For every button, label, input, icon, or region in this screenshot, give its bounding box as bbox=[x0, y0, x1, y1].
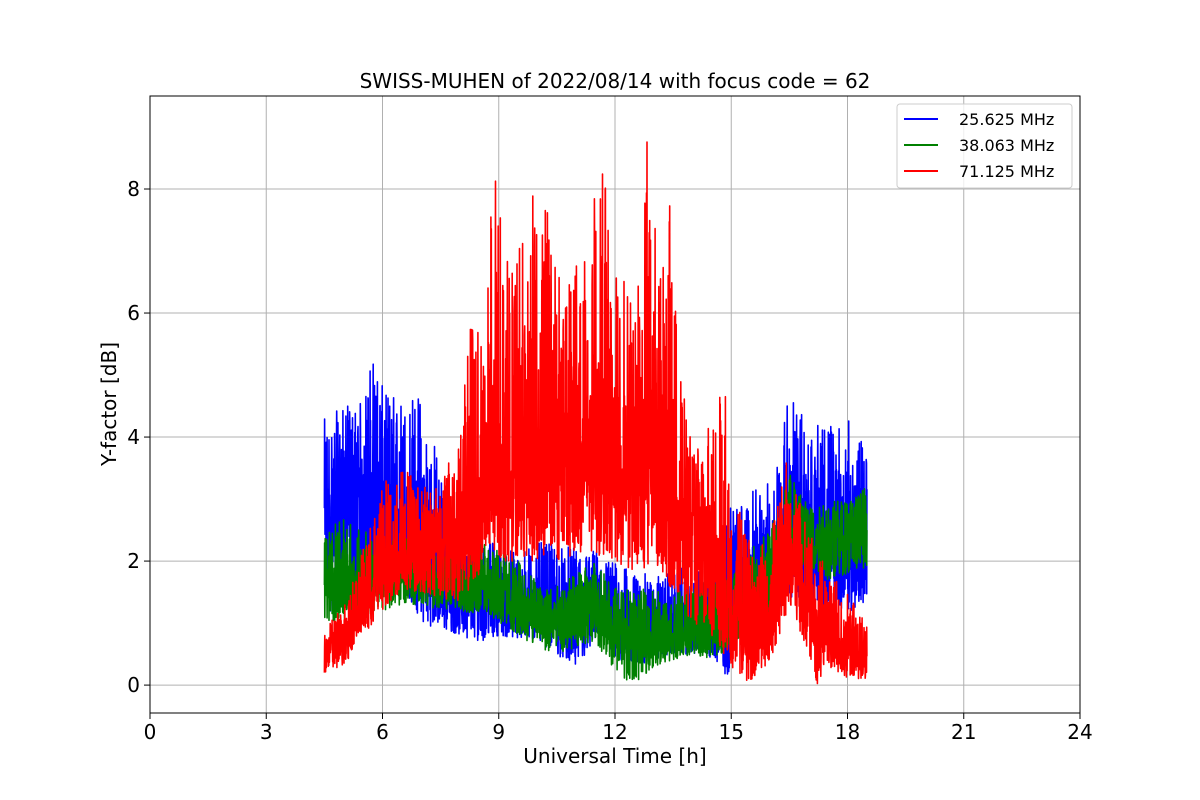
x-tick-label: 24 bbox=[1067, 720, 1092, 744]
y-tick-label: 4 bbox=[127, 425, 140, 449]
legend-items: 25.625 MHz 38.063 MHz 71.125 MHz bbox=[904, 110, 1054, 181]
x-tick-label: 9 bbox=[492, 720, 505, 744]
x-tick-label: 0 bbox=[144, 720, 157, 744]
y-tick-label: 0 bbox=[127, 673, 140, 697]
legend-label: 71.125 MHz bbox=[959, 162, 1054, 181]
legend: 25.625 MHz 38.063 MHz 71.125 MHz bbox=[896, 103, 1073, 189]
x-tick-label: 18 bbox=[835, 720, 860, 744]
legend-label: 38.063 MHz bbox=[959, 136, 1054, 155]
x-tick-label: 15 bbox=[719, 720, 744, 744]
y-tick-label: 6 bbox=[127, 301, 140, 325]
series-line bbox=[323, 141, 868, 685]
legend-box bbox=[896, 103, 1073, 189]
y-tick-label: 2 bbox=[127, 549, 140, 573]
series-layer bbox=[323, 141, 868, 685]
y-tick-label: 8 bbox=[127, 177, 140, 201]
y-axis-label: Y-factor [dB] bbox=[97, 342, 121, 467]
x-tick-label: 3 bbox=[260, 720, 273, 744]
x-tick-label: 12 bbox=[602, 720, 627, 744]
legend-label: 25.625 MHz bbox=[959, 110, 1054, 129]
chart-title: SWISS-MUHEN of 2022/08/14 with focus cod… bbox=[360, 69, 871, 93]
x-tick-label: 21 bbox=[951, 720, 976, 744]
x-tick-label: 6 bbox=[376, 720, 389, 744]
x-axis-label: Universal Time [h] bbox=[523, 744, 706, 768]
